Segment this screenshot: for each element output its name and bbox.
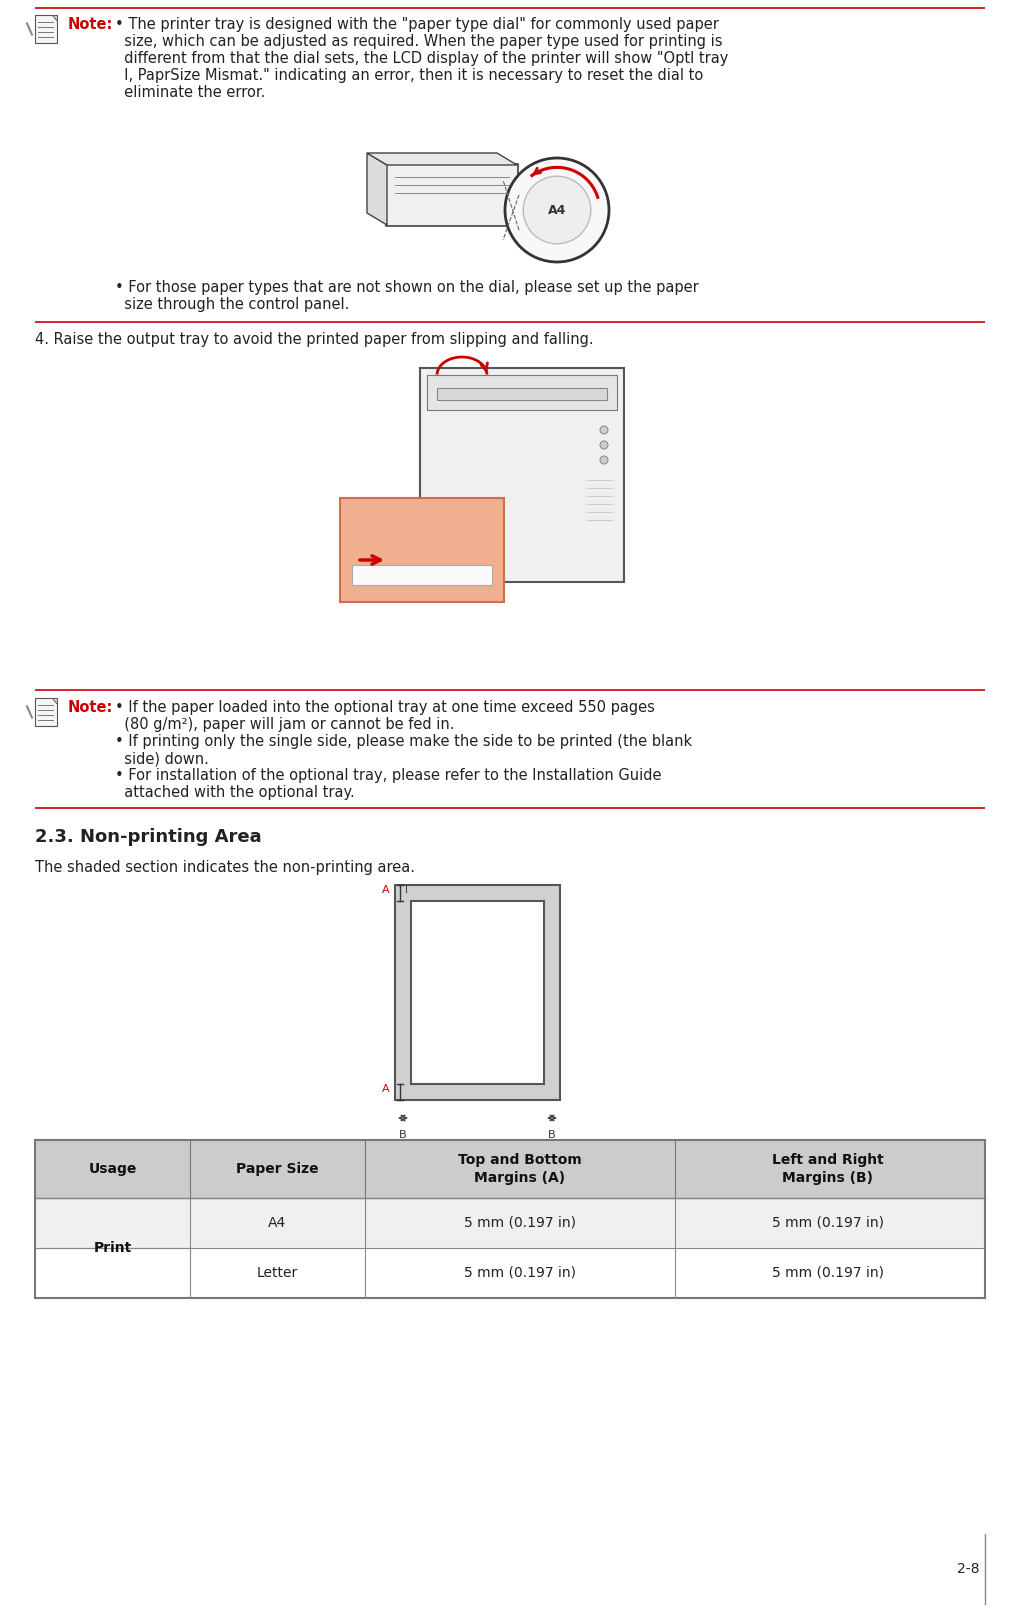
Text: • If the paper loaded into the optional tray at one time exceed 550 pages: • If the paper loaded into the optional …	[115, 700, 655, 715]
Text: Letter: Letter	[257, 1265, 298, 1280]
Polygon shape	[52, 697, 58, 704]
Bar	[35, 697, 58, 726]
Text: attached with the optional tray.: attached with the optional tray.	[115, 784, 355, 801]
Circle shape	[505, 158, 609, 261]
Text: Note:: Note:	[68, 700, 114, 715]
Text: A4: A4	[269, 1215, 287, 1230]
Text: B: B	[549, 1130, 556, 1139]
Text: Print: Print	[93, 1241, 132, 1256]
Text: A4: A4	[548, 203, 566, 216]
Bar	[411, 901, 544, 1085]
Text: • For those paper types that are not shown on the dial, please set up the paper: • For those paper types that are not sho…	[115, 279, 699, 295]
Polygon shape	[367, 153, 387, 224]
Text: 4. Raise the output tray to avoid the printed paper from slipping and falling.: 4. Raise the output tray to avoid the pr…	[35, 332, 593, 347]
Circle shape	[600, 457, 608, 463]
Text: 5 mm (0.197 in): 5 mm (0.197 in)	[772, 1215, 883, 1230]
Bar	[437, 387, 607, 400]
Bar	[35, 1198, 985, 1248]
Text: Note:: Note:	[68, 18, 114, 32]
Text: 5 mm (0.197 in): 5 mm (0.197 in)	[772, 1265, 883, 1280]
Text: Paper Size: Paper Size	[236, 1162, 318, 1177]
Text: side) down.: side) down.	[115, 751, 209, 767]
Circle shape	[600, 426, 608, 434]
Bar	[35, 1248, 985, 1298]
FancyBboxPatch shape	[386, 165, 518, 226]
Bar	[427, 374, 617, 410]
Bar	[395, 884, 560, 1101]
Text: A: A	[382, 1085, 390, 1094]
Circle shape	[600, 441, 608, 449]
Text: The shaded section indicates the non-printing area.: The shaded section indicates the non-pri…	[35, 860, 415, 875]
Text: • For installation of the optional tray, please refer to the Installation Guide: • For installation of the optional tray,…	[115, 768, 661, 783]
Bar	[352, 565, 492, 584]
Text: 2.3. Non-printing Area: 2.3. Non-printing Area	[35, 828, 262, 846]
Text: • If printing only the single side, please make the side to be printed (the blan: • If printing only the single side, plea…	[115, 734, 693, 749]
Text: 5 mm (0.197 in): 5 mm (0.197 in)	[464, 1215, 576, 1230]
FancyBboxPatch shape	[420, 368, 624, 583]
Text: I: I	[405, 884, 408, 896]
Text: size, which can be adjusted as required. When the paper type used for printing i: size, which can be adjusted as required.…	[115, 34, 723, 48]
Text: Left and Right
Margins (B): Left and Right Margins (B)	[772, 1154, 883, 1185]
Text: Top and Bottom
Margins (A): Top and Bottom Margins (A)	[458, 1154, 582, 1185]
Text: 5 mm (0.197 in): 5 mm (0.197 in)	[464, 1265, 576, 1280]
Text: • The printer tray is designed with the "paper type dial" for commonly used pape: • The printer tray is designed with the …	[115, 18, 719, 32]
Text: eliminate the error.: eliminate the error.	[115, 86, 266, 100]
Text: (80 g/m²), paper will jam or cannot be fed in.: (80 g/m²), paper will jam or cannot be f…	[115, 717, 454, 733]
Bar	[35, 1139, 985, 1198]
Text: Usage: Usage	[88, 1162, 137, 1177]
Circle shape	[523, 176, 591, 244]
Bar	[35, 15, 58, 44]
Text: B: B	[400, 1130, 407, 1139]
Text: 2-8: 2-8	[957, 1562, 980, 1575]
Polygon shape	[367, 153, 517, 165]
Text: size through the control panel.: size through the control panel.	[115, 297, 350, 312]
Text: A: A	[382, 884, 390, 896]
Text: different from that the dial sets, the LCD display of the printer will show "Opt: different from that the dial sets, the L…	[115, 52, 728, 66]
Text: I, PaprSize Mismat." indicating an error, then it is necessary to reset the dial: I, PaprSize Mismat." indicating an error…	[115, 68, 704, 82]
FancyBboxPatch shape	[340, 499, 504, 602]
Polygon shape	[52, 15, 58, 21]
